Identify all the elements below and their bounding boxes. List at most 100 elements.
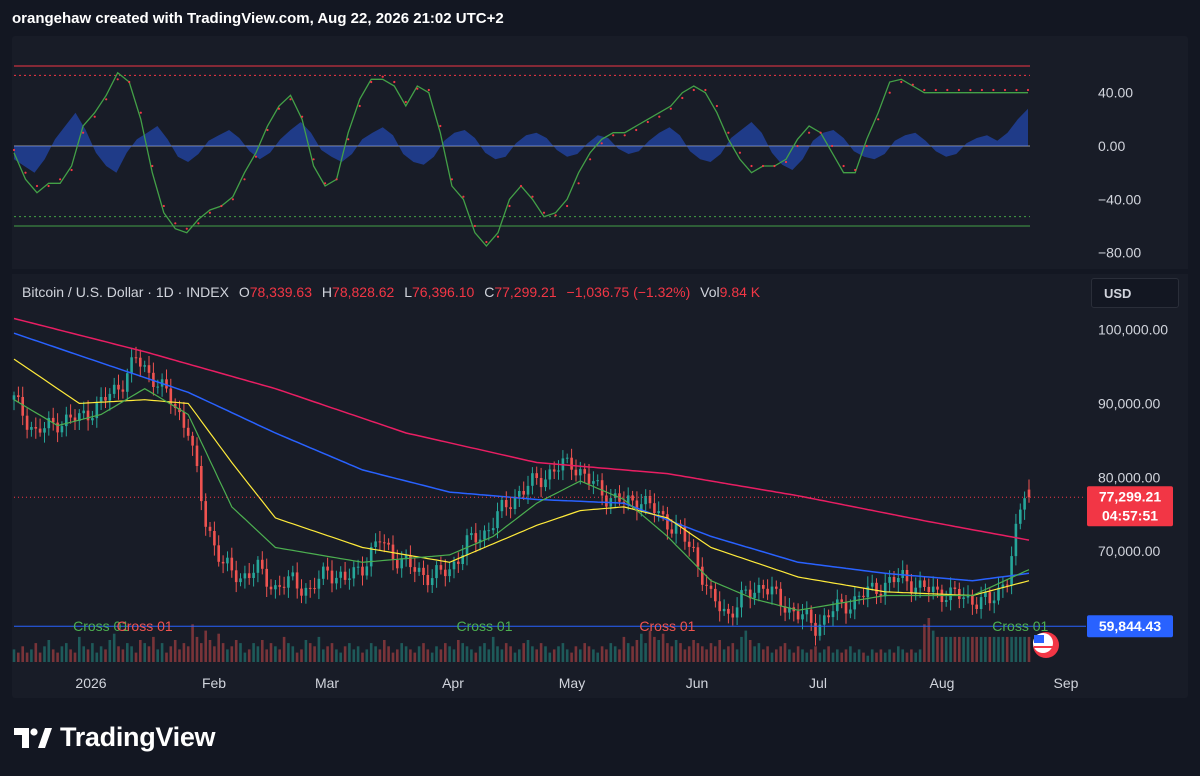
candle-body: [256, 559, 260, 573]
candle-body: [801, 614, 804, 620]
candle-body: [670, 529, 674, 534]
candle-body: [104, 397, 107, 401]
volume-bar: [509, 646, 512, 662]
candle-body: [552, 469, 556, 472]
candle-body: [548, 469, 552, 480]
candle-body: [992, 600, 996, 604]
volume-bar: [674, 640, 678, 662]
candle-body: [783, 606, 787, 613]
pane-separator[interactable]: [12, 269, 1188, 274]
volume-bar: [452, 649, 456, 662]
volume-bar: [1019, 636, 1022, 662]
candle-body: [369, 547, 373, 567]
volume-bar: [914, 652, 917, 662]
candle-body: [226, 557, 229, 564]
last-price-badge-bg: [1087, 486, 1173, 527]
candle-body: [862, 595, 865, 598]
volume-bar: [687, 646, 691, 662]
candle-body: [69, 414, 72, 418]
currency-button[interactable]: USD: [1091, 278, 1179, 308]
candle-body: [261, 559, 264, 569]
volume-bar: [439, 649, 443, 662]
candle-body: [683, 526, 687, 542]
candle-body: [565, 457, 569, 459]
support-price-badge: 59,844.43: [1087, 615, 1173, 638]
candle-body: [230, 557, 234, 571]
volume-bar: [740, 636, 743, 662]
volume-bar: [1010, 636, 1013, 662]
symbol-name[interactable]: Bitcoin / U.S. Dollar · 1D · INDEX: [22, 284, 229, 300]
volume-bar: [121, 649, 125, 662]
candle-body: [1010, 556, 1013, 586]
volume-bar: [862, 652, 865, 662]
candle-body: [139, 357, 142, 367]
volume-bar: [809, 649, 813, 662]
volume-bar: [701, 646, 704, 662]
candle-body: [34, 427, 38, 429]
candle-body: [204, 501, 207, 527]
volume-bar: [988, 636, 992, 662]
candle-body: [422, 567, 425, 575]
volume-bar: [221, 643, 225, 662]
volume-bar: [261, 640, 264, 662]
volume-bar: [21, 646, 24, 662]
volume-bar: [448, 646, 451, 662]
volume-bar: [217, 633, 220, 662]
candle-body: [352, 567, 356, 579]
volume-bar: [539, 643, 543, 662]
candle-body: [448, 569, 451, 577]
volume-bar: [744, 630, 748, 662]
candle-body: [156, 386, 159, 388]
candle-body: [600, 480, 604, 496]
osc-signal-dot: [1015, 88, 1018, 92]
candle-body: [901, 570, 904, 578]
osc-signal-dot: [151, 164, 154, 168]
candle-body: [426, 575, 430, 586]
candle-body: [465, 535, 469, 556]
volume-bar: [936, 636, 939, 662]
candle-body: [557, 470, 560, 472]
candle-body: [343, 571, 347, 580]
candle-body: [748, 589, 752, 599]
volume-bar: [518, 649, 521, 662]
volume-bar: [396, 649, 399, 662]
osc-signal-dot: [128, 80, 131, 84]
volume-bar: [927, 618, 931, 662]
volume-bar: [944, 636, 948, 662]
volume-bar: [470, 649, 473, 662]
volume-bar: [204, 630, 207, 662]
candle-body: [478, 539, 482, 543]
candle-body: [997, 587, 1000, 601]
candle-body: [383, 542, 386, 544]
volume-bar: [853, 652, 856, 662]
volume-bar: [714, 646, 717, 662]
osc-signal-dot: [819, 131, 822, 134]
volume-bar: [618, 649, 621, 662]
x-tick-label: May: [559, 675, 585, 691]
volume-bar: [570, 652, 573, 662]
volume-bar: [823, 649, 826, 662]
volume-bar: [474, 652, 478, 662]
volume-bar: [252, 643, 255, 662]
volume-bar: [426, 649, 430, 662]
volume-bar: [544, 646, 547, 662]
candle-body: [696, 547, 700, 567]
volume-bar: [522, 643, 525, 662]
chart-legend: Bitcoin / U.S. Dollar · 1D · INDEX O78,3…: [22, 284, 760, 300]
candle-body: [914, 587, 917, 594]
price-y-tick-label: 70,000.00: [1098, 543, 1160, 559]
osc-signal-dot: [266, 128, 269, 132]
volume-bar: [635, 640, 639, 662]
osc-signal-dot: [761, 164, 765, 168]
x-tick-label: Jun: [686, 675, 709, 691]
candle-body: [17, 395, 20, 397]
candle-body: [112, 384, 116, 394]
volume-value: 9.84 K: [719, 284, 761, 300]
volume-bar: [775, 649, 778, 662]
volume-bar: [583, 643, 586, 662]
volume-bar: [34, 643, 38, 662]
candle-body: [923, 580, 926, 587]
candle-body: [269, 586, 273, 590]
ma-200-line: [13, 317, 1030, 541]
